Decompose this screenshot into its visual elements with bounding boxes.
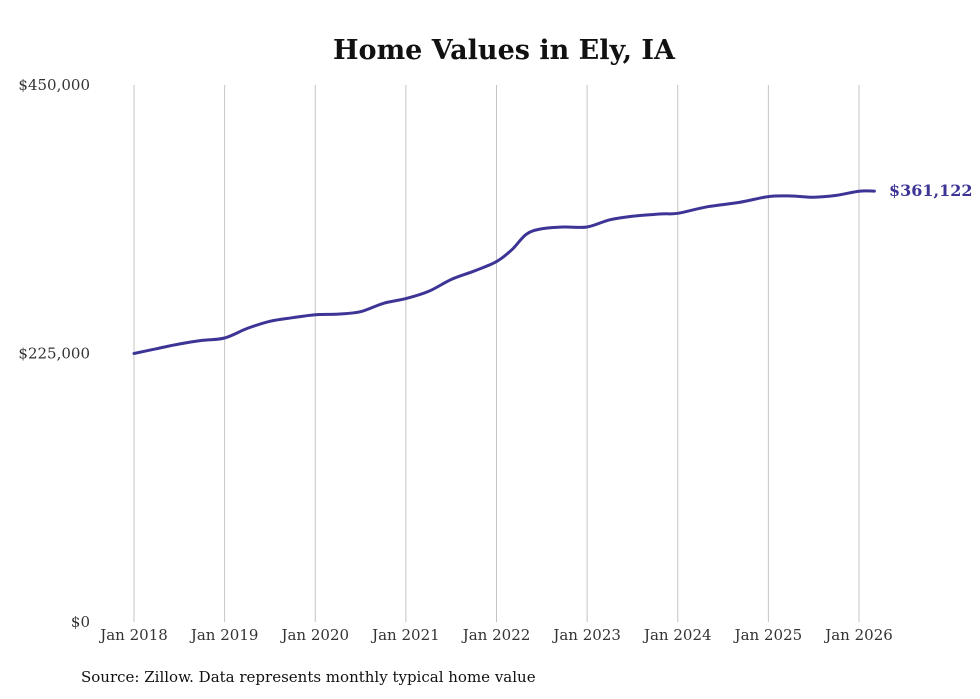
x-tick-label: Jan 2025: [733, 626, 803, 644]
series-layer: [132, 189, 876, 355]
gridlines: [133, 85, 860, 622]
source-note: Source: Zillow. Data represents monthly …: [81, 668, 536, 686]
end-value-label: $361,122: [889, 181, 973, 200]
x-tick-label: Jan 2023: [551, 626, 621, 644]
y-tick-label: $0: [71, 613, 90, 631]
x-tick-label: Jan 2024: [642, 626, 712, 644]
chart-title: Home Values in Ely, IA: [333, 35, 676, 66]
y-tick-label: $225,000: [18, 345, 90, 363]
x-axis-tick-labels: Jan 2018 Jan 2019 Jan 2020 Jan 2021 Jan 2022…: [98, 626, 893, 644]
y-axis-tick-labels: $0 $225,000 $450,000: [18, 76, 90, 631]
x-tick-label: Jan 2021: [370, 626, 440, 644]
y-tick-label: $450,000: [18, 76, 90, 94]
x-tick-label: Jan 2022: [461, 626, 531, 644]
x-tick-label: Jan 2026: [823, 626, 893, 644]
x-tick-label: Jan 2018: [98, 626, 168, 644]
x-tick-label: Jan 2020: [279, 626, 349, 644]
series-line-home-value: [132, 189, 876, 355]
x-tick-label: Jan 2019: [189, 626, 259, 644]
